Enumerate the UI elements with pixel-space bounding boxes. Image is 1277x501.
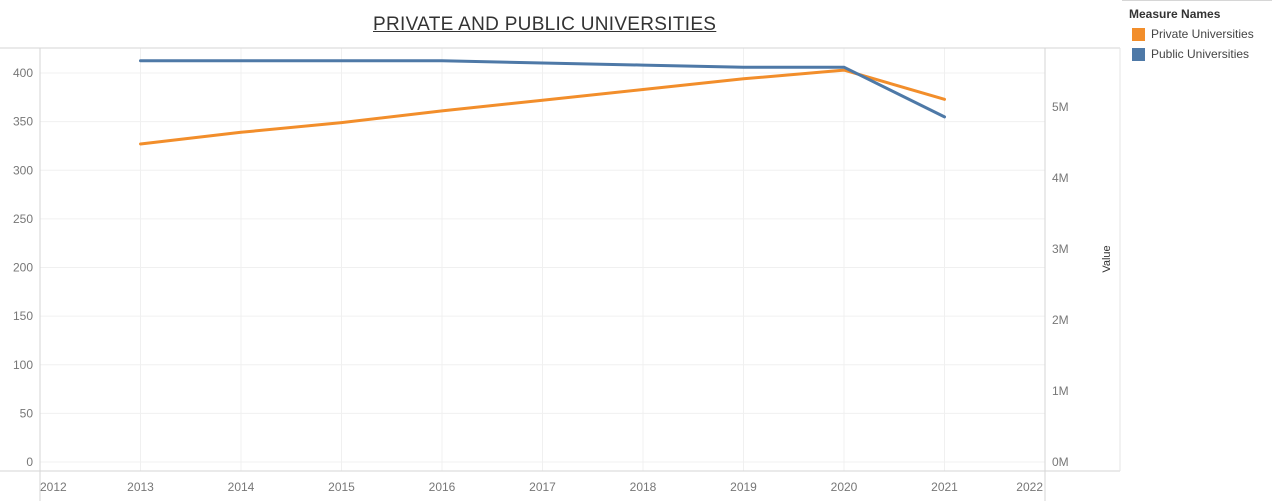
y-right-tick-label: 3M <box>1052 242 1069 256</box>
tick-labels: 0 50 100 150 200 250 300 350 400 2012 2013 2014 2015… <box>13 66 1113 494</box>
y-right-axis-title: Value <box>1101 245 1113 272</box>
series-lines <box>139 59 946 146</box>
y-left-tick-label: 350 <box>13 115 33 129</box>
y-right-tick-label: 0M <box>1052 455 1069 469</box>
axes <box>0 47 1121 501</box>
gridlines <box>40 48 1045 471</box>
y-right-tick-label: 5M <box>1052 100 1069 114</box>
legend-item-private[interactable]: Private Universities <box>1132 26 1254 42</box>
x-tick-label: 2021 <box>931 480 958 494</box>
legend-item-public[interactable]: Public Universities <box>1132 46 1249 62</box>
y-left-tick-label: 50 <box>20 406 34 420</box>
y-right-tick-label: 1M <box>1052 384 1069 398</box>
x-tick-label: 2020 <box>831 480 858 494</box>
y-right-tick-label: 4M <box>1052 171 1069 185</box>
legend-label-private: Private Universities <box>1151 27 1254 41</box>
y-right-tick-label: 2M <box>1052 313 1069 327</box>
x-tick-label: 2019 <box>730 480 757 494</box>
y-left-tick-label: 400 <box>13 66 33 80</box>
y-left-tick-label: 100 <box>13 358 33 372</box>
x-tick-label: 2015 <box>328 480 355 494</box>
x-tick-label: 2017 <box>529 480 556 494</box>
x-tick-label: 2012 <box>40 480 67 494</box>
legend-divider <box>1122 0 1272 1</box>
y-left-tick-label: 250 <box>13 212 33 226</box>
legend-swatch-private <box>1132 27 1145 41</box>
y-left-tick-label: 150 <box>13 309 33 323</box>
legend: Measure Names Private Universities Publi… <box>1122 0 1272 70</box>
legend-label-public: Public Universities <box>1151 47 1250 61</box>
x-tick-label: 2014 <box>228 480 255 494</box>
legend-swatch-public <box>1132 47 1145 61</box>
x-tick-label: 2018 <box>630 480 657 494</box>
y-left-tick-label: 300 <box>13 163 33 177</box>
series-line-private-universities[interactable] <box>139 68 946 146</box>
y-left-tick-label: 200 <box>13 261 33 275</box>
y-left-tick-label: 0 <box>26 455 33 469</box>
x-tick-label: 2022 <box>1016 480 1043 494</box>
x-tick-label: 2016 <box>429 480 456 494</box>
chart-title: PRIVATE AND PUBLIC UNIVERSITIES <box>373 14 717 35</box>
legend-title: Measure Names <box>1129 7 1221 21</box>
series-line-public-universities[interactable] <box>139 59 946 119</box>
x-tick-label: 2013 <box>127 480 154 494</box>
